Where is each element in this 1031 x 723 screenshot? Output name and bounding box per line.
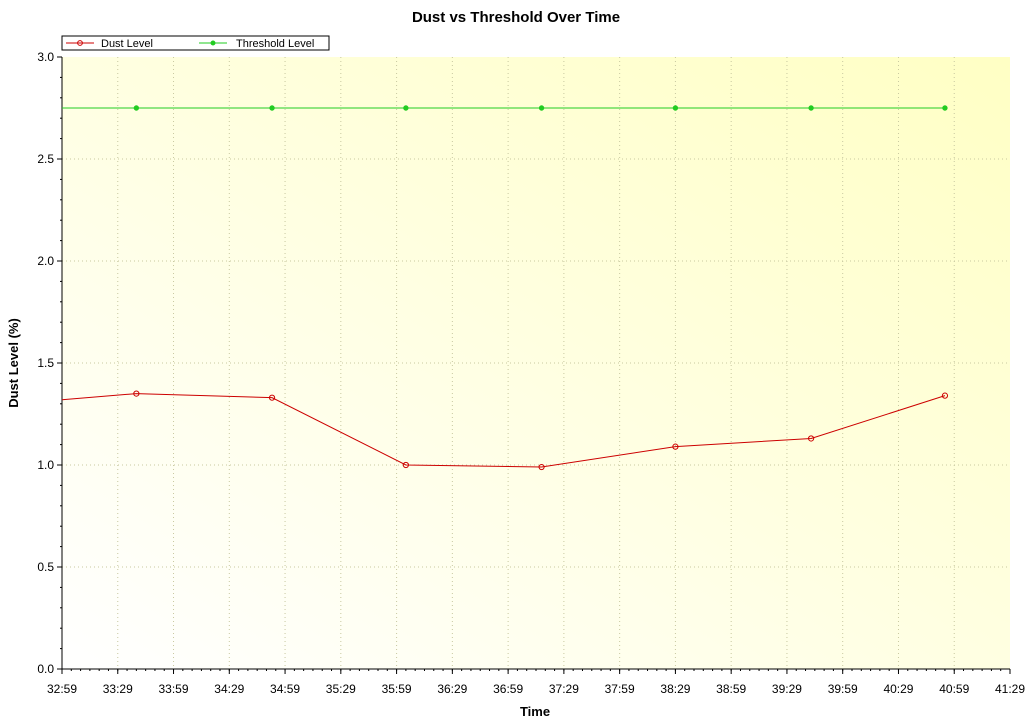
dust-level-point (133, 390, 140, 397)
x-tick-label: 39:59 (828, 682, 858, 696)
y-tick-label: 0.0 (37, 662, 54, 676)
dust-level-line (61, 393, 946, 468)
legend-threshold-level-label: Threshold Level (236, 38, 314, 50)
dust-level-point (538, 463, 545, 471)
x-axis-title: Time (520, 704, 550, 719)
threshold-level-point (133, 105, 140, 111)
x-tick-label: 39:29 (772, 682, 802, 696)
x-tick-label: 33:29 (103, 682, 133, 696)
threshold-level-point (269, 105, 275, 111)
y-axis-title: Dust Level (%) (6, 318, 21, 408)
dust-level-point (808, 435, 815, 442)
y-tick-label: 1.0 (37, 458, 54, 472)
y-tick-label: 2.5 (37, 152, 54, 166)
plot-area (62, 57, 1010, 669)
y-tick-label: 3.0 (37, 50, 54, 64)
series-layer (61, 105, 949, 471)
chart-title: Dust vs Threshold Over Time (412, 9, 620, 26)
dust-level-point (941, 392, 949, 399)
x-tick-label: 37:29 (549, 682, 579, 696)
x-tick-label: 34:59 (270, 682, 300, 696)
legend-threshold-level-marker (210, 40, 216, 46)
y-tick-label: 0.5 (37, 560, 54, 574)
dust-level-series (61, 390, 949, 471)
x-tick-label: 40:59 (939, 682, 969, 696)
threshold-level-point (808, 105, 814, 111)
x-tick-label: 32:59 (47, 682, 77, 696)
axes: 0.0 0.5 1.0 1.5 2.0 2.5 3.0 32:59 33:29 33:59 34:2… (37, 50, 1025, 696)
threshold-level-point (403, 105, 409, 111)
threshold-level-point (942, 105, 948, 111)
x-tick-label: 33:59 (159, 682, 189, 696)
threshold-level-point (672, 105, 679, 111)
y-tick-label: 2.0 (37, 254, 54, 268)
y-tick-label: 1.5 (37, 356, 54, 370)
legend-dust-level-label: Dust Level (101, 38, 153, 50)
x-tick-label: 38:59 (716, 682, 746, 696)
threshold-level-series (62, 105, 948, 111)
x-tick-label: 40:29 (883, 682, 913, 696)
x-tick-label: 35:59 (382, 682, 412, 696)
dust-level-point (672, 443, 679, 450)
x-tick-label: 34:29 (214, 682, 244, 696)
x-tick-label: 37:59 (605, 682, 635, 696)
dust-level-point (268, 394, 276, 401)
x-tick-label: 35:29 (326, 682, 356, 696)
threshold-level-point (538, 105, 545, 111)
legend: Dust Level Threshold Level (61, 35, 330, 51)
dust-level-point (402, 461, 409, 469)
x-tick-label: 41:29 (995, 682, 1025, 696)
legend-box (61, 35, 330, 51)
x-tick-label: 36:59 (493, 682, 523, 696)
x-tick-label: 36:29 (437, 682, 467, 696)
legend-dust-level-marker (77, 40, 83, 46)
x-tick-label: 38:29 (660, 682, 690, 696)
